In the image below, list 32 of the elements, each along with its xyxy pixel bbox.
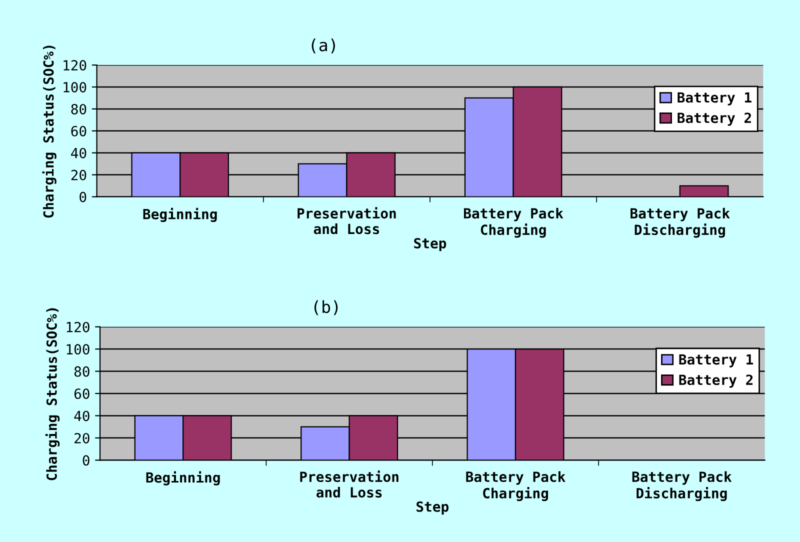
y-tick-label: 20	[71, 170, 86, 180]
legend-label: Battery 2	[679, 374, 753, 388]
x-tick-label: Beginning	[143, 208, 217, 222]
y-tick-label: 40	[71, 148, 86, 158]
y-tick-label: 120	[64, 60, 86, 71]
legend-label: Battery 2	[678, 112, 751, 126]
legend-label: Battery 1	[678, 92, 752, 106]
x-axis-title: Step	[414, 238, 446, 252]
x-axis-title: Step	[416, 501, 449, 515]
x-tick-label: Battery Pack Discharging	[630, 208, 730, 238]
y-tick-label: 20	[74, 432, 90, 444]
y-tick-label: 60	[71, 126, 86, 136]
y-tick-label: 0	[80, 192, 86, 202]
x-tick-label: Beginning	[146, 471, 220, 486]
legend-label: Battery 1	[679, 354, 754, 368]
y-tick-label: 100	[66, 344, 90, 355]
y-tick-label: 0	[82, 455, 90, 466]
x-tick-label: Battery Pack Charging	[466, 471, 566, 502]
y-tick-label: 80	[74, 366, 90, 377]
y-axis-title: Charging Status(SOC%)	[42, 46, 56, 218]
x-tick-label: Battery Pack Discharging	[632, 471, 732, 502]
x-tick-label: Preservation and Loss	[300, 470, 398, 498]
y-tick-label: 40	[74, 410, 90, 422]
y-tick-label: 80	[71, 104, 86, 114]
y-axis-title: Charging Status(SOC%)	[45, 308, 60, 480]
x-tick-label: Battery Pack Charging	[464, 208, 564, 238]
y-tick-label: 60	[74, 388, 90, 400]
chart-title: (a)	[312, 38, 335, 54]
y-tick-label: 120	[66, 322, 90, 332]
y-tick-label: 100	[64, 82, 86, 92]
x-tick-label: Preservation and Loss	[298, 207, 396, 234]
chart-title: (b)	[314, 300, 338, 316]
